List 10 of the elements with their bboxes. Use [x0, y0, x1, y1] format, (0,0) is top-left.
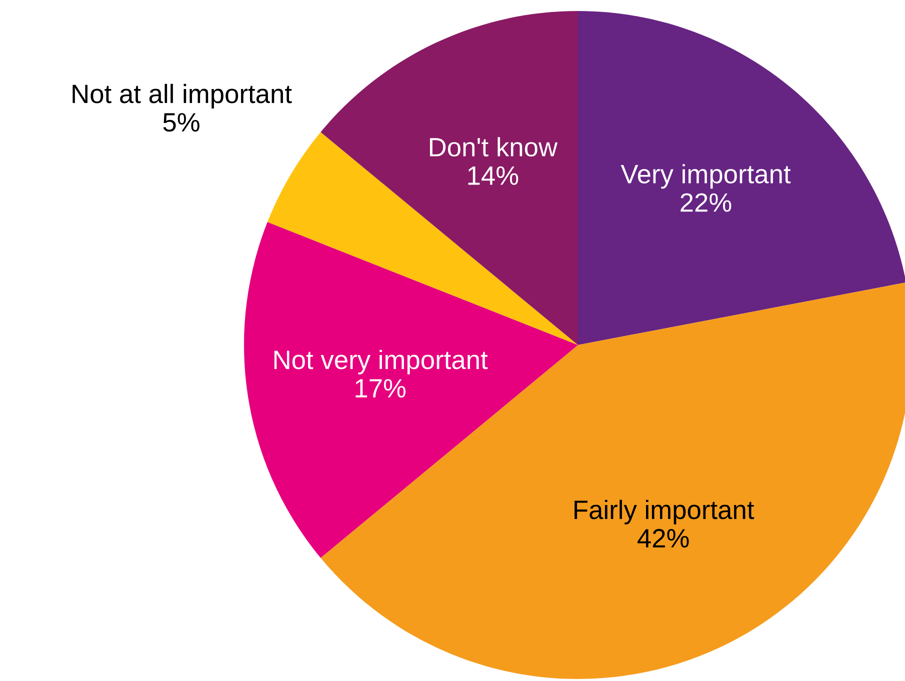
data-label: 5%: [163, 113, 200, 132]
data-label: 22%: [680, 193, 732, 212]
slice-label: Not very important: [274, 350, 488, 374]
data-label: 14%: [468, 166, 518, 185]
data-label: 17%: [356, 379, 406, 398]
slice-label: Not at all important: [72, 84, 292, 108]
slice-label: Don't know: [430, 137, 558, 157]
slice-label: Fairly important: [574, 500, 754, 524]
slice-label: Very important: [620, 164, 791, 189]
data-label: 42%: [638, 528, 689, 548]
